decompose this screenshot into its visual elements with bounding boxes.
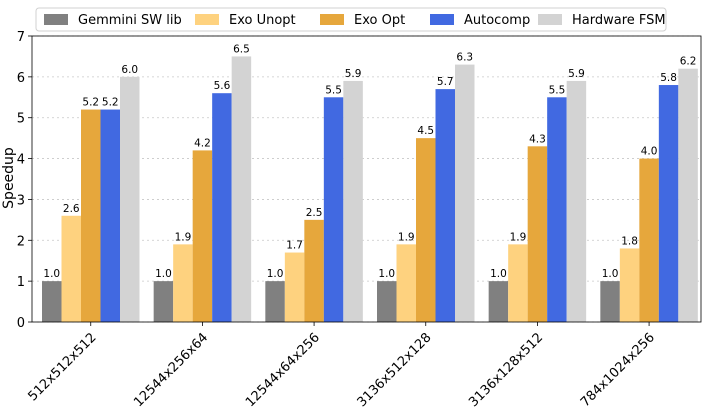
- legend-label: Gemmini SW lib: [78, 13, 182, 28]
- legend-label: Autocomp: [464, 13, 530, 28]
- y-tick-label: 0: [17, 316, 25, 331]
- bar-hardware-fsm: [343, 80, 363, 322]
- bar-value-label: 5.2: [82, 97, 99, 109]
- y-tick-label: 1: [17, 275, 25, 290]
- bar-gemmini-sw-lib: [153, 281, 174, 322]
- bar-hardware-fsm: [231, 56, 252, 323]
- legend-swatch: [538, 14, 562, 25]
- bar-value-label: 4.0: [641, 146, 658, 158]
- bar-value-label: 6.0: [121, 64, 138, 76]
- bar-autocomp: [212, 93, 232, 322]
- x-tick-label: 12544x256x64: [131, 330, 211, 408]
- bar-value-label: 1.0: [43, 268, 60, 280]
- bar-autocomp: [323, 97, 344, 323]
- bar-value-label: 2.5: [306, 207, 323, 219]
- bar-exo-opt: [416, 138, 436, 322]
- bar-value-label: 5.8: [660, 72, 677, 84]
- bar-gemmini-sw-lib: [42, 281, 62, 322]
- bar-gemmini-sw-lib: [265, 281, 285, 322]
- x-tick-label: 3136x128x512: [466, 330, 546, 408]
- bar-value-label: 5.7: [437, 76, 454, 88]
- bar-autocomp: [435, 89, 455, 322]
- legend-label: Exo Unopt: [229, 13, 296, 28]
- bar-exo-unopt: [284, 252, 305, 322]
- bar-exo-opt: [192, 150, 213, 322]
- bar-value-label: 5.5: [549, 84, 566, 96]
- x-tick-label: 512x512x512: [25, 330, 99, 404]
- plot-frame: [31, 35, 702, 323]
- bar-value-label: 5.5: [325, 84, 342, 96]
- y-tick-label: 3: [17, 193, 25, 208]
- bar-exo-unopt: [508, 244, 528, 322]
- bar-hardware-fsm: [120, 76, 140, 322]
- bar-value-label: 5.9: [568, 68, 585, 80]
- bar-exo-opt: [81, 109, 101, 323]
- y-tick-label: 2: [17, 234, 25, 249]
- bar-autocomp: [100, 109, 120, 323]
- bar-value-label: 1.0: [490, 268, 507, 280]
- bar-value-label: 1.0: [155, 268, 172, 280]
- bar-value-label: 1.9: [175, 231, 192, 243]
- x-tick-label: 784x1024x256: [578, 330, 658, 408]
- bar-hardware-fsm: [566, 80, 587, 322]
- bar-label-layer: 1.0 2.6 5.2 5.2 6.0 1.0 1.9 4.2 5.6 6.5 1.0 1.7 2.5 5…: [43, 43, 696, 280]
- bar-exo-unopt: [173, 244, 193, 322]
- bar-hardware-fsm: [455, 64, 475, 322]
- y-axis-label: Speedup: [1, 147, 17, 209]
- bar-value-label: 1.9: [398, 231, 415, 243]
- x-tick-label: 12544x64x256: [243, 330, 323, 408]
- bar-exo-unopt: [619, 248, 640, 322]
- bar-gemmini-sw-lib: [600, 281, 620, 322]
- bar-value-label: 1.0: [602, 268, 619, 280]
- bar-autocomp: [547, 97, 567, 323]
- legend-box: [35, 7, 667, 32]
- y-tick-label: 4: [17, 153, 25, 168]
- y-tick-label: 5: [17, 112, 25, 127]
- y-tick-label: 6: [17, 71, 25, 86]
- legend: Gemmini SW lib Exo Unopt Exo Opt Autocomp Ha…: [35, 7, 667, 32]
- bar-exo-unopt: [396, 244, 416, 322]
- bar-value-label: 1.0: [378, 268, 395, 280]
- bar-value-label: 1.7: [286, 240, 303, 252]
- bar-value-label: 4.3: [529, 133, 546, 145]
- bar-value-label: 6.5: [233, 43, 250, 55]
- bar-value-label: 4.5: [417, 125, 434, 137]
- x-tick-label: 3136x512x128: [355, 330, 435, 408]
- legend-swatch: [44, 14, 68, 25]
- bar-layer: [42, 56, 698, 323]
- bar-value-label: 1.8: [621, 235, 638, 247]
- legend-label: Hardware FSM: [572, 13, 666, 28]
- legend-swatch: [320, 14, 344, 25]
- bar-exo-opt: [527, 146, 548, 322]
- bar-value-label: 5.2: [102, 97, 119, 109]
- bar-gemmini-sw-lib: [377, 281, 397, 322]
- bar-value-label: 1.9: [510, 231, 527, 243]
- legend-label: Exo Opt: [354, 13, 405, 28]
- bar-autocomp: [658, 85, 679, 323]
- bar-exo-unopt: [61, 215, 81, 322]
- legend-swatch: [430, 14, 454, 25]
- bar-hardware-fsm: [678, 68, 698, 322]
- legend-swatch: [195, 14, 219, 25]
- bar-value-label: 5.6: [214, 80, 231, 92]
- bar-exo-opt: [304, 219, 324, 322]
- bar-value-label: 2.6: [63, 203, 80, 215]
- bar-value-label: 5.9: [345, 68, 362, 80]
- bar-gemmini-sw-lib: [488, 281, 509, 322]
- bar-value-label: 6.3: [456, 52, 473, 64]
- bar-value-label: 4.2: [194, 137, 211, 149]
- y-tick-label: 7: [17, 30, 25, 45]
- bar-value-label: 1.0: [267, 268, 284, 280]
- bar-value-label: 6.2: [680, 56, 697, 68]
- bar-exo-opt: [639, 158, 659, 322]
